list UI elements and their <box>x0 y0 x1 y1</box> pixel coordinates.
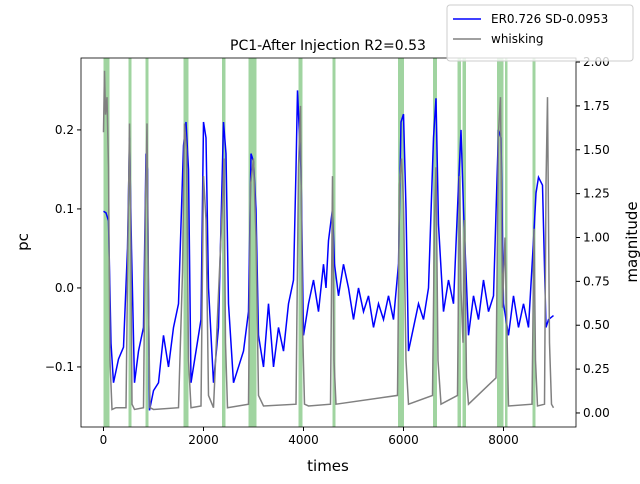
plot-frame <box>80 57 577 428</box>
x-tick-label: 6000 <box>388 433 419 447</box>
x-tick-label: 8000 <box>488 433 519 447</box>
y2-tick-label: 0.00 <box>583 406 610 420</box>
x-tick-label: 4000 <box>288 433 319 447</box>
highlight-span <box>248 58 257 427</box>
y-tick-label: 0.2 <box>55 123 74 137</box>
highlight-span <box>433 58 437 427</box>
legend-label: whisking <box>491 32 544 46</box>
y2-tick-label: 1.75 <box>583 99 610 113</box>
highlight-span <box>145 58 149 427</box>
y2-tick-label: 0.25 <box>583 362 610 376</box>
y2-tick-label: 0.75 <box>583 274 610 288</box>
x-tick-label: 2000 <box>188 433 219 447</box>
y-tick-label: 0.1 <box>55 202 74 216</box>
x-axis-label: times <box>307 457 349 475</box>
legend-box <box>446 4 634 62</box>
highlight-span <box>497 58 504 427</box>
y-tick-label: 0.0 <box>55 281 74 295</box>
highlight-span <box>222 58 226 427</box>
highlight-span <box>298 58 303 427</box>
y-tick-label: −0.1 <box>45 360 74 374</box>
legend-label: ER0.726 SD-0.0953 <box>491 12 608 26</box>
series-line <box>102 70 555 411</box>
chart-title: PC1-After Injection R2=0.53 <box>230 38 426 54</box>
y2-tick-label: 0.50 <box>583 318 610 332</box>
highlight-span <box>398 58 404 427</box>
y2-axis-label: magnitude <box>623 201 640 282</box>
y2-tick-label: 1.50 <box>583 143 610 157</box>
highlight-span <box>128 58 132 427</box>
highlight-span <box>103 58 110 427</box>
series-line <box>103 90 554 411</box>
y-axis-label: pc <box>14 233 32 251</box>
highlight-span <box>505 58 508 427</box>
x-tick-label: 0 <box>100 433 108 447</box>
y2-tick-label: 1.00 <box>583 230 610 244</box>
highlight-span <box>183 58 189 427</box>
y2-tick-label: 1.25 <box>583 187 610 201</box>
